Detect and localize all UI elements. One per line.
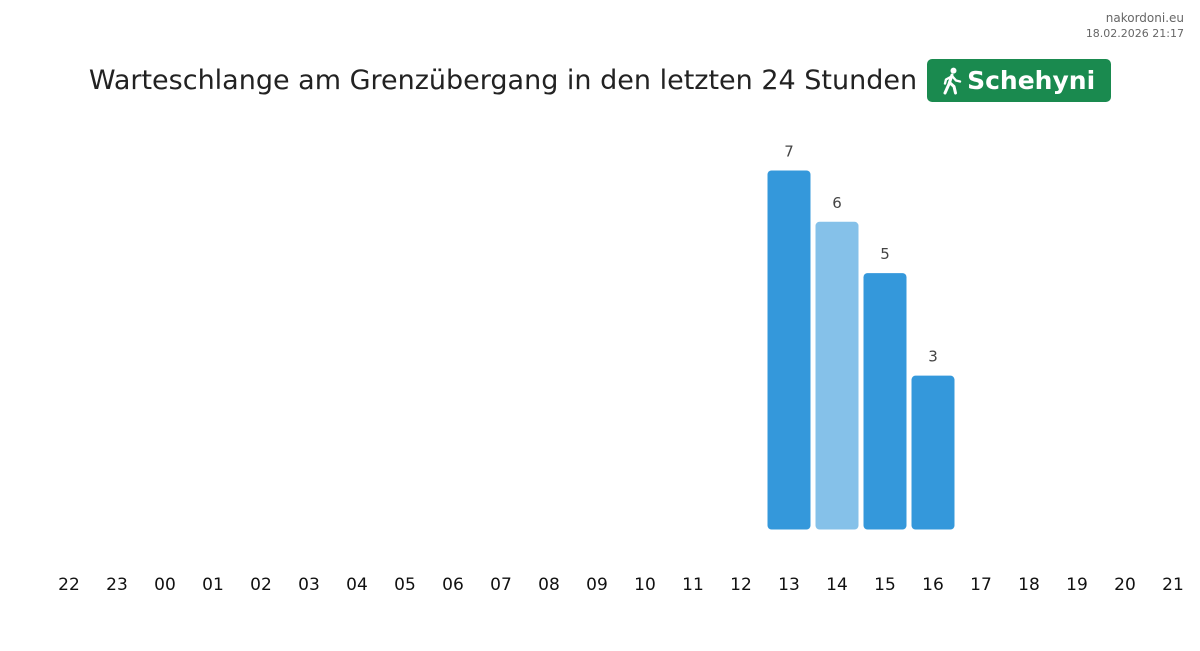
x-tick-label: 03 [298, 575, 320, 595]
data-label-14: 6 [832, 194, 842, 212]
x-tick-label: 11 [682, 575, 704, 595]
timestamp: 18.02.2026 21:17 [1085, 27, 1184, 40]
data-label-15: 5 [880, 245, 890, 263]
bar-13 [767, 170, 811, 530]
chart-header: Warteschlange am Grenzübergang in den le… [0, 59, 1200, 102]
crossing-name: Schehyni [967, 66, 1096, 95]
bar-14 [815, 221, 859, 530]
x-tick-label: 12 [730, 575, 752, 595]
x-tick-label: 22 [58, 575, 80, 595]
x-tick-label: 07 [490, 575, 512, 595]
x-tick-label: 06 [442, 575, 464, 595]
x-tick-label: 17 [970, 575, 992, 595]
site-info: nakordoni.eu 18.02.2026 21:17 [1086, 10, 1184, 42]
x-tick-label: 08 [538, 575, 560, 595]
x-tick-label: 20 [1114, 575, 1136, 595]
x-tick-label: 00 [154, 575, 176, 595]
x-tick-label: 05 [394, 575, 416, 595]
site-name: nakordoni.eu [1105, 11, 1184, 25]
x-tick-label: 18 [1018, 575, 1040, 595]
x-tick-label: 15 [874, 575, 896, 595]
x-tick-label: 10 [634, 575, 656, 595]
crossing-badge: Schehyni [927, 59, 1112, 102]
x-tick-label: 02 [250, 575, 272, 595]
x-tick-label: 01 [202, 575, 224, 595]
x-tick-label: 16 [922, 575, 944, 595]
data-label-13: 7 [784, 143, 794, 161]
walking-person-icon [943, 67, 962, 94]
x-tick-label: 19 [1066, 575, 1088, 595]
chart-title: Warteschlange am Grenzübergang in den le… [88, 65, 918, 96]
x-tick-label: 23 [106, 575, 128, 595]
x-tick-label: 21 [1162, 575, 1184, 595]
x-tick-label: 04 [346, 575, 368, 595]
x-tick-label: 09 [586, 575, 608, 595]
data-label-16: 3 [928, 348, 938, 366]
bar-16 [911, 375, 955, 530]
bar-15 [863, 273, 907, 530]
x-tick-label: 13 [778, 575, 800, 595]
x-tick-label: 14 [826, 575, 848, 595]
